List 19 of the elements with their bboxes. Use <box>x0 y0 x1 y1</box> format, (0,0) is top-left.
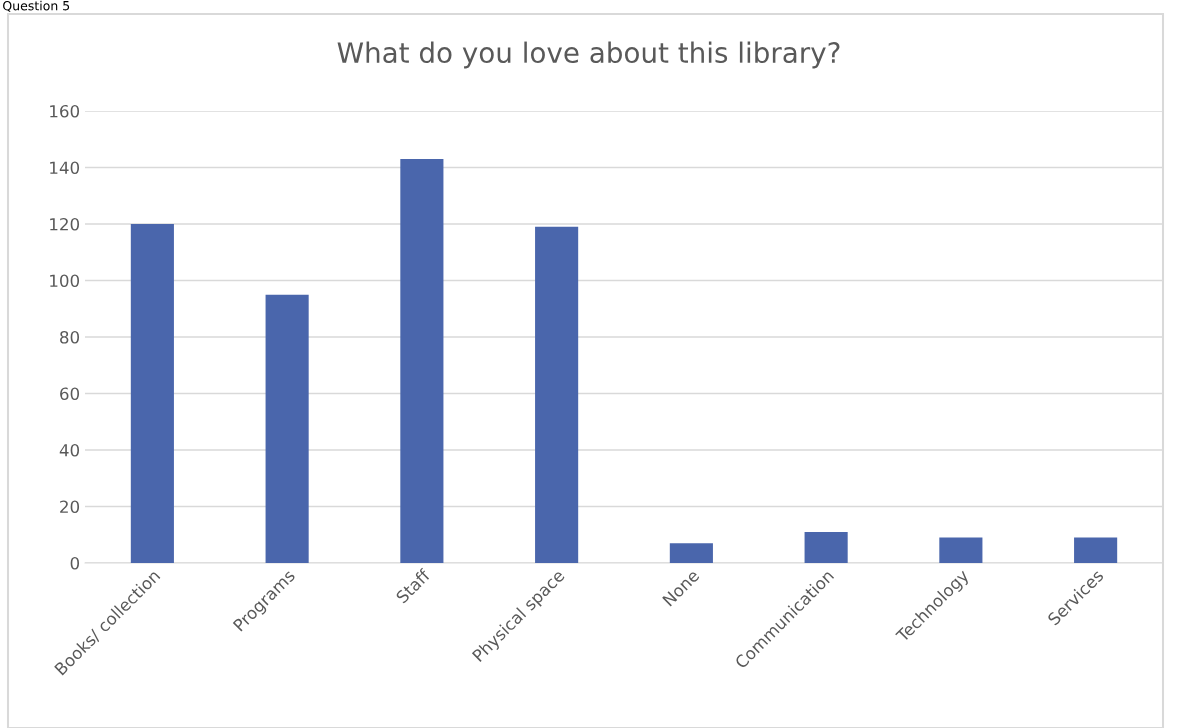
y-tick-label: 0 <box>70 556 80 570</box>
y-tick-label: 100 <box>50 274 80 288</box>
y-tick-label: 20 <box>60 500 80 514</box>
y-tick-label: 40 <box>59 443 80 457</box>
y-tick-label: 60 <box>60 387 80 401</box>
y-tick-label: 140 <box>50 161 80 175</box>
chart-title: What do you love about this library? <box>337 41 840 69</box>
bar <box>1074 537 1118 563</box>
y-tick-label: 160 <box>50 104 80 118</box>
bar <box>804 531 848 563</box>
y-tick-label: 120 <box>50 217 80 231</box>
bar <box>535 226 579 563</box>
y-tick-label: 80 <box>60 330 80 344</box>
bar <box>130 224 174 563</box>
text: Question 5 <box>3 0 70 12</box>
bar <box>265 294 309 563</box>
bar <box>400 159 444 563</box>
bar <box>939 537 983 563</box>
bar <box>669 543 713 563</box>
